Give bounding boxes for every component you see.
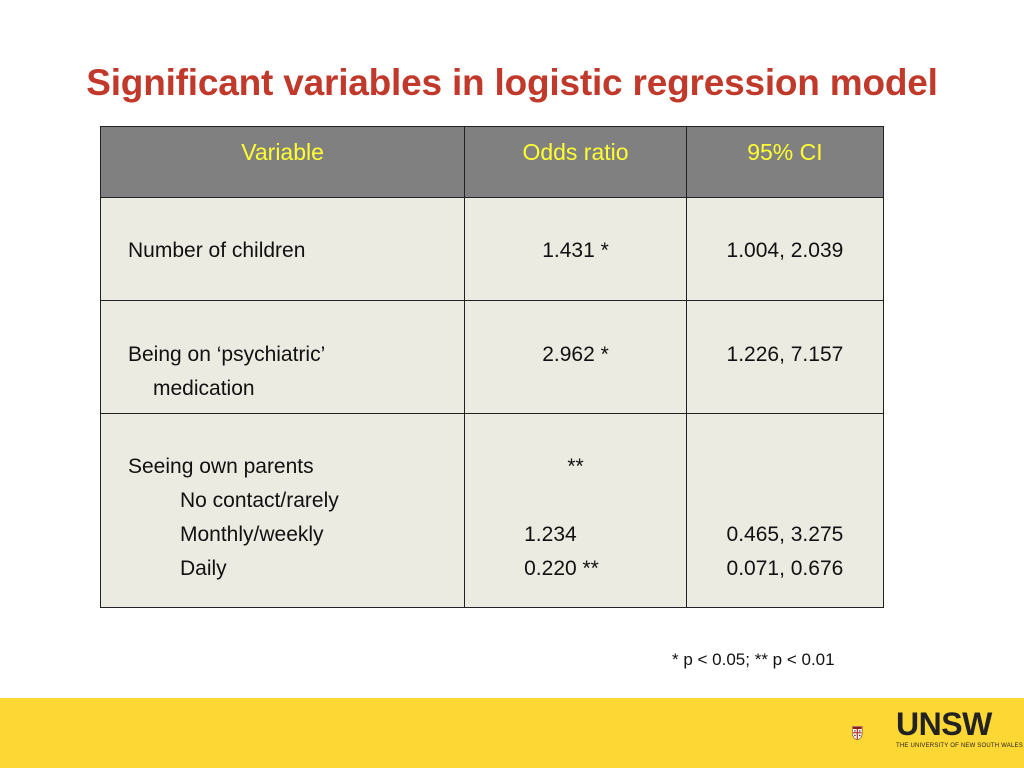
odds-cell: 1.431 * [464,197,687,301]
variable-label-continued: medication [153,377,255,400]
odds-value: 1.234 [524,523,577,546]
ci-cell: 0.465, 3.275 0.071, 0.676 [685,413,885,608]
odds-value: 0.220 ** [524,557,599,580]
variable-cell: Seeing own parents No contact/rarely Mon… [99,413,466,608]
ci-value: 1.004, 2.039 [726,239,844,262]
variable-label: Being on ‘psychiatric’ [128,343,326,366]
unsw-logo-subtitle: THE UNIVERSITY OF NEW SOUTH WALES [896,743,1023,749]
ci-value: 0.465, 3.275 [726,523,844,546]
slide-title: Significant variables in logistic regres… [86,62,938,103]
unsw-crest-icon [852,726,863,741]
odds-value: 2.962 * [542,343,609,366]
odds-value [465,484,686,518]
unsw-logo-text: UNSW [896,706,992,742]
ci-value [687,450,883,484]
ci-value: 1.226, 7.157 [726,343,844,366]
ci-cell: 1.004, 2.039 [685,197,885,301]
category-label: No contact/rarely [180,489,339,512]
variable-cell: Number of children [99,197,466,301]
crest-shield [852,726,863,741]
header-ci: 95% CI [685,126,885,198]
table-row: Being on ‘psychiatric’ medication 2.962 … [99,300,885,414]
category-label: Daily [180,557,227,580]
header-variable: Variable [99,126,466,198]
ci-value [687,484,883,518]
significance-footnote: * p < 0.05; ** p < 0.01 [672,650,835,669]
table-row: Seeing own parents No contact/rarely Mon… [99,413,885,608]
variable-cell: Being on ‘psychiatric’ medication [99,300,466,414]
odds-value: ** [567,455,584,478]
variable-label: Seeing own parents [128,455,314,478]
odds-cell: 2.962 * [464,300,687,414]
odds-cell: ** 1.234 0.220 ** [464,413,687,608]
ci-value: 0.071, 0.676 [726,557,844,580]
regression-table: Variable Odds ratio 95% CI Number of chi… [99,126,885,608]
ci-cell: 1.226, 7.157 [685,300,885,414]
table-row: Number of children 1.431 * 1.004, 2.039 [99,197,885,301]
header-odds-ratio: Odds ratio [464,126,687,198]
odds-value: 1.431 * [542,239,609,262]
table-header-row: Variable Odds ratio 95% CI [99,126,885,198]
category-label: Monthly/weekly [180,523,324,546]
variable-label: Number of children [128,239,306,262]
